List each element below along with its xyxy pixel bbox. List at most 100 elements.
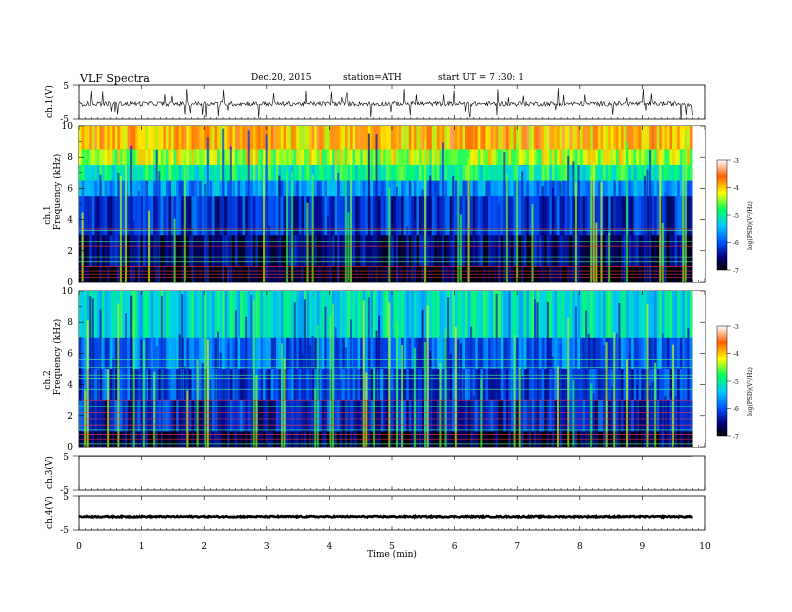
spectrogram-cell — [470, 180, 474, 197]
spectrogram-cell — [490, 235, 494, 267]
spectrogram-cell — [176, 369, 180, 401]
spectrogram-cell — [493, 400, 497, 432]
spectrogram-cell — [306, 400, 310, 432]
spectrogram-streak — [649, 150, 652, 282]
spectrogram-cell — [426, 180, 430, 197]
spectrogram-cell — [464, 291, 468, 338]
spectrogram-cell — [475, 369, 479, 401]
spectrogram-cell — [651, 126, 655, 150]
spectrogram-cell — [684, 400, 688, 432]
spectrogram-cell — [222, 369, 226, 401]
spectrogram-cell — [564, 369, 568, 401]
spectrogram-cell — [569, 369, 573, 401]
spectrogram-cell — [651, 165, 655, 181]
spectrogram-cell — [86, 180, 90, 197]
spectrogram-streak — [626, 359, 629, 447]
spectrogram-cell — [546, 235, 550, 267]
spectrogram-cell — [628, 337, 632, 369]
spectrogram-cell — [539, 165, 543, 181]
spectrogram-streak — [559, 343, 562, 447]
spectrogram-cell — [357, 196, 361, 236]
spectrogram-cell — [666, 126, 670, 150]
ch1-colorbar-label: log(PSD)(V²/Hz) — [747, 201, 754, 250]
spectrogram-cell — [513, 126, 517, 150]
spectrogram-streak — [86, 320, 89, 447]
spectrogram-cell — [689, 400, 693, 432]
spectrogram-cell — [490, 126, 494, 150]
spectrogram-cell — [500, 369, 504, 401]
spectrogram-cell — [626, 337, 629, 369]
spectrogram-streak — [613, 332, 616, 447]
spectrogram-cell — [605, 149, 609, 165]
spectrogram-cell — [301, 126, 305, 150]
spectrogram-cell — [562, 149, 566, 165]
spectrogram-cell — [526, 337, 530, 369]
spectrogram-cell — [209, 165, 213, 181]
spectrogram-cell — [546, 180, 550, 197]
spectrogram-cell — [102, 291, 105, 338]
spectrogram-cell — [173, 196, 177, 236]
spectrogram-cell — [357, 400, 361, 432]
spectrogram-cell — [610, 165, 614, 181]
spectrogram-cell — [291, 337, 295, 369]
spectrogram-cell — [158, 291, 162, 338]
spectrogram-cell — [94, 235, 98, 267]
spectrogram-cell — [669, 369, 673, 401]
spectrogram-cell — [339, 149, 343, 165]
spectrogram-cell — [666, 196, 670, 236]
spectrogram-cell — [687, 291, 691, 338]
spectrogram-cell — [649, 126, 652, 150]
spectrogram-cell — [592, 126, 596, 150]
spectrogram-cell — [142, 235, 146, 267]
spectrogram-cell — [666, 400, 670, 432]
spectrogram-cell — [541, 337, 545, 369]
spectrogram-cell — [472, 165, 476, 181]
spectrogram-cell — [176, 291, 180, 338]
spectrogram-cell — [633, 165, 637, 181]
spectrogram-cell — [298, 126, 302, 150]
spectrogram-cell — [372, 165, 376, 181]
spectrogram-cell — [352, 369, 356, 401]
spectrogram-cell — [135, 235, 139, 267]
spectrogram-cell — [557, 196, 560, 236]
spectrogram-cell — [669, 235, 673, 267]
spectrogram-cell — [222, 291, 226, 338]
spectrogram-cell — [452, 291, 456, 338]
spectrogram-streak — [252, 300, 255, 447]
spectrogram-cell — [311, 291, 315, 338]
spectrogram-cell — [278, 400, 282, 432]
spectrogram-cell — [597, 235, 601, 267]
spectrogram-cell — [518, 337, 522, 369]
ch1-colorbar-tick: -3 — [733, 158, 739, 165]
spectrogram-cell — [590, 337, 594, 369]
spectrogram-streak — [549, 234, 552, 282]
spectrogram-cell — [109, 235, 113, 267]
spectrogram-cell — [554, 180, 558, 197]
spectrogram-cell — [431, 337, 435, 369]
spectrogram-cell — [150, 126, 154, 150]
spectrogram-cell — [487, 400, 491, 432]
spectrogram-cell — [523, 291, 527, 338]
spectrogram-cell — [620, 165, 624, 181]
spectrogram-cell — [390, 165, 394, 181]
spectrogram-cell — [127, 180, 131, 197]
spectrogram-cell — [628, 126, 632, 150]
spectrogram-cell — [403, 149, 407, 165]
spectrogram-cell — [636, 337, 640, 369]
spectrogram-cell — [155, 291, 159, 338]
spectrogram-streak — [534, 299, 537, 447]
spectrogram-cell — [298, 180, 302, 197]
spectrogram-cell — [656, 369, 660, 401]
spectrogram-cell — [472, 235, 476, 267]
spectrogram-cell — [416, 165, 420, 181]
spectrogram-cell — [165, 196, 169, 236]
spectrogram-cell — [196, 126, 200, 150]
spectrogram-cell — [102, 126, 105, 150]
spectrogram-cell — [242, 291, 246, 338]
spectrogram-cell — [211, 196, 215, 236]
spectrogram-cell — [390, 291, 394, 338]
spectrogram-cell — [186, 337, 190, 369]
spectrogram-cell — [620, 149, 624, 165]
spectrogram-cell — [301, 337, 305, 369]
ch1-spectrogram — [79, 126, 705, 282]
